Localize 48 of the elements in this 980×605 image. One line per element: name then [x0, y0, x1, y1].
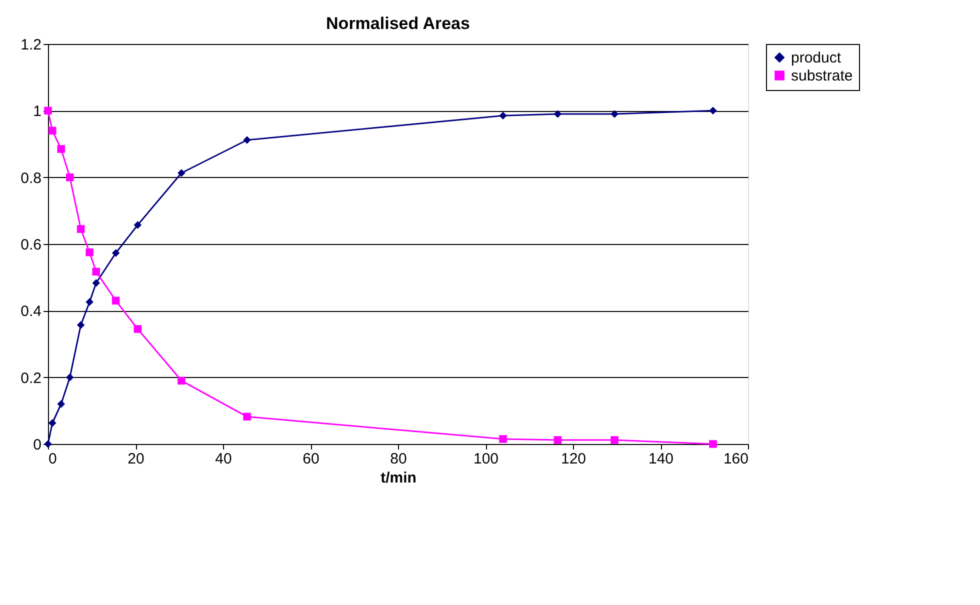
y-tick-label: 0.8: [20, 170, 42, 187]
x-tick-label: 80: [390, 450, 407, 468]
point: [178, 169, 186, 177]
point: [86, 298, 94, 306]
point: [243, 412, 251, 421]
point: [554, 110, 562, 118]
point: [243, 136, 251, 144]
point: [92, 268, 100, 276]
point: [709, 440, 717, 448]
x-axis-title: t/min: [380, 470, 416, 486]
y-tick-label: 0.4: [20, 303, 42, 320]
point: [86, 248, 94, 256]
chart-title: Normalised Areas: [326, 14, 470, 33]
point: [112, 296, 120, 305]
legend-label: substrate: [791, 68, 853, 84]
point: [499, 435, 507, 443]
y-tick-label: 0.6: [20, 236, 42, 254]
y-tick-label: 1.2: [20, 36, 42, 54]
point: [178, 376, 186, 385]
y-tick-label: 1: [33, 103, 42, 120]
x-tick-label: 160: [723, 450, 748, 468]
point: [92, 279, 100, 287]
point: [66, 373, 74, 382]
point: [134, 221, 142, 229]
x-tick-label: 20: [128, 450, 144, 468]
x-tick-label: 40: [215, 450, 232, 468]
point: [112, 249, 120, 257]
point: [48, 419, 56, 427]
point: [499, 112, 507, 120]
point: [57, 145, 65, 153]
point: [709, 106, 717, 115]
point: [76, 321, 85, 329]
x-tick-label: 140: [648, 450, 674, 468]
point: [57, 400, 65, 408]
x-tick-label: 60: [302, 450, 320, 468]
x-tick-label: 120: [560, 450, 586, 468]
point: [76, 225, 85, 233]
point: [48, 126, 56, 135]
point: [610, 436, 618, 444]
legend-label: product: [791, 50, 842, 66]
x-tick-label: 100: [473, 450, 499, 468]
point: [66, 173, 74, 182]
y-tick-label: 0: [33, 436, 42, 454]
y-tick-label: 0.2: [20, 370, 42, 387]
point: [554, 436, 562, 444]
point: [134, 325, 142, 333]
point: [610, 110, 618, 118]
x-tick-label: 0: [48, 450, 57, 468]
